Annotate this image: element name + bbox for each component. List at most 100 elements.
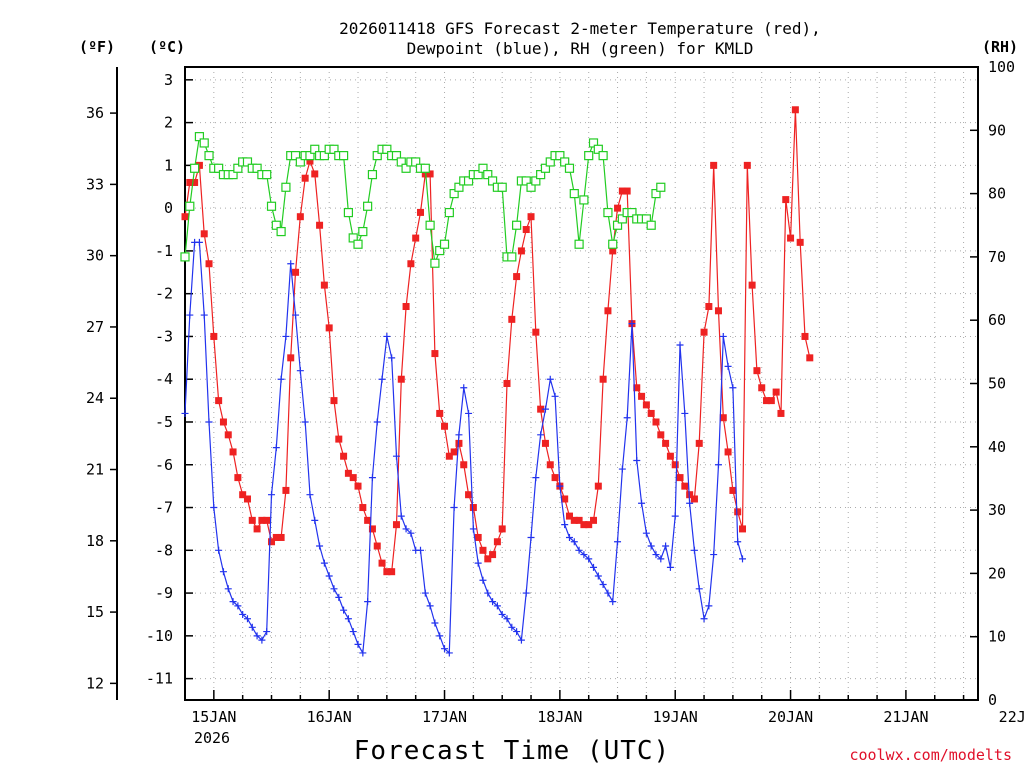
- temperature-point: [599, 375, 607, 383]
- temperature-point: [614, 204, 622, 212]
- fahrenheit-tick-label: 27: [86, 318, 104, 336]
- dewpoint-point: [195, 238, 203, 246]
- temperature-point: [690, 495, 698, 503]
- temperature-point: [791, 106, 799, 114]
- rh-point: [521, 176, 531, 186]
- dewpoint-point: [527, 533, 535, 541]
- rh-point: [295, 157, 305, 167]
- rh-point: [233, 163, 243, 173]
- celsius-tick-label: -11: [146, 670, 173, 688]
- temperature-point: [368, 525, 376, 533]
- rh-point: [579, 195, 589, 205]
- celsius-tick-label: -9: [155, 584, 173, 602]
- temperature-point: [219, 418, 227, 426]
- dewpoint-point: [344, 615, 352, 623]
- rh-tick-label: 20: [988, 564, 1006, 582]
- rh-point: [242, 157, 253, 167]
- temperature-point: [402, 303, 410, 311]
- temperature-point: [541, 439, 549, 447]
- temperature-point: [234, 474, 242, 482]
- rh-point: [603, 207, 613, 218]
- rh-point: [560, 157, 570, 167]
- dewpoint-point: [489, 598, 497, 606]
- temperature-point: [638, 392, 646, 400]
- dewpoint-point: [585, 555, 593, 563]
- rh-point: [290, 151, 301, 161]
- dewpoint-point: [253, 632, 261, 640]
- temperature-point: [527, 213, 535, 221]
- temperature-point: [623, 187, 631, 195]
- dewpoint-point: [590, 563, 598, 571]
- temperature-point: [186, 178, 194, 186]
- temperature-point: [748, 281, 756, 289]
- dewpoint-point: [215, 546, 223, 554]
- rh-tick-label: 50: [988, 375, 1006, 393]
- dewpoint-point: [498, 610, 506, 618]
- temperature-point: [330, 397, 338, 405]
- temperature-point: [397, 375, 405, 383]
- dewpoint-point: [623, 414, 631, 422]
- temperature-point: [248, 516, 256, 524]
- dewpoint-point: [657, 555, 665, 563]
- x-tick-label: 16JAN: [307, 708, 352, 726]
- rh-point: [194, 132, 205, 142]
- dewpoint-point: [570, 538, 578, 546]
- dewpoint-point: [272, 444, 280, 452]
- rh-point: [185, 201, 195, 211]
- rh-point: [507, 252, 517, 262]
- rh-point: [271, 220, 281, 230]
- rh-point: [319, 151, 329, 161]
- temperature-point: [719, 414, 727, 422]
- rh-point: [449, 189, 459, 199]
- dewpoint-point: [719, 332, 727, 340]
- dewpoint-point: [647, 542, 655, 550]
- dewpoint-point: [450, 504, 458, 512]
- dewpoint-point: [282, 332, 290, 340]
- dewpoint-point: [561, 521, 569, 529]
- dewpoint-point: [243, 615, 251, 623]
- dewpoint-point: [705, 602, 713, 610]
- temperature-point: [282, 486, 290, 494]
- celsius-tick-label: -5: [155, 413, 173, 431]
- rh-point: [367, 170, 378, 180]
- dewpoint-point: [532, 474, 540, 482]
- dewpoint-point: [513, 628, 521, 636]
- dewpoint-point: [335, 593, 343, 601]
- dewpoint-point: [537, 431, 545, 439]
- temperature-point: [580, 521, 588, 529]
- rh-point: [454, 182, 464, 192]
- rh-point: [204, 151, 214, 161]
- credit-link[interactable]: coolwx.com/modelts: [849, 746, 1012, 764]
- dewpoint-point: [455, 431, 463, 439]
- rh-point: [190, 163, 200, 173]
- rh-point: [353, 239, 363, 249]
- fahrenheit-tick-label: 12: [86, 674, 104, 692]
- temperature-point: [407, 260, 415, 268]
- rh-point: [526, 182, 536, 192]
- temperature-point: [205, 260, 213, 268]
- rh-point: [617, 214, 627, 224]
- temperature-point: [714, 307, 722, 315]
- rh-point: [574, 239, 584, 249]
- temperature-point: [522, 226, 530, 234]
- dewpoint-point: [373, 418, 381, 426]
- dewpoint-point: [638, 499, 646, 507]
- rh-point: [420, 163, 430, 173]
- dewpoint-point: [388, 354, 396, 362]
- celsius-tick-label: -10: [146, 627, 173, 645]
- rh-point: [310, 144, 320, 154]
- rh-point: [598, 151, 608, 161]
- dewpoint-point: [258, 636, 266, 644]
- dewpoint-point: [407, 529, 415, 537]
- temperature-point: [224, 431, 232, 439]
- temperature-point: [277, 533, 285, 541]
- dewpoint-point: [642, 529, 650, 537]
- dewpoint-point: [614, 538, 622, 546]
- dewpoint-point: [474, 559, 482, 567]
- temperature-point: [513, 273, 521, 281]
- rh-point: [430, 258, 440, 268]
- dewpoint-point: [565, 533, 573, 541]
- temperature-point: [253, 525, 261, 533]
- temperature-point: [392, 521, 400, 529]
